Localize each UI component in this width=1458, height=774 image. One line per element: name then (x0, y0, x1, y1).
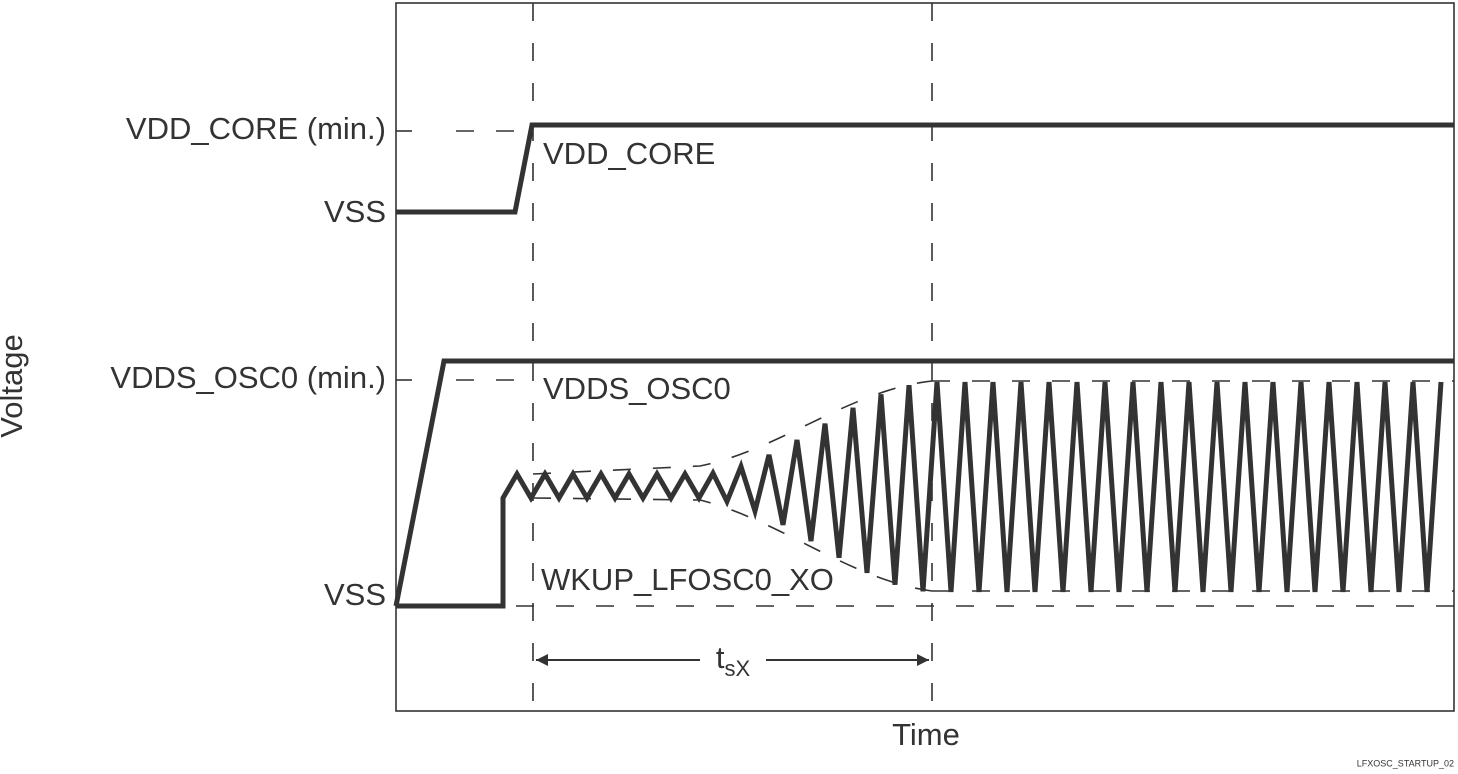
level-label: VSS (324, 577, 386, 612)
signal-label: VDD_CORE (543, 136, 715, 171)
vdd-core-waveform (396, 122, 1454, 215)
envelope-bottom (532, 497, 933, 592)
level-label: VDDS_OSC0 (min.) (110, 360, 386, 395)
level-label: VSS (324, 194, 386, 229)
x-axis-label: Time (892, 717, 960, 752)
figure-id: LFXOSC_STARTUP_02 (1357, 758, 1454, 768)
interval-label: tsX (716, 640, 751, 681)
y-axis-label: Voltage (0, 334, 29, 437)
signal-label: WKUP_LFOSC0_XO (541, 562, 834, 597)
frame (395, 2, 1455, 712)
envelope-top (532, 380, 933, 475)
signal-label: VDDS_OSC0 (543, 371, 731, 406)
oscillator-waveform (396, 381, 1444, 609)
interval-subscript: sX (724, 656, 750, 681)
vdds-osc0-waveform (393, 358, 1454, 607)
interval-symbol: t (716, 640, 725, 675)
level-label: VDD_CORE (min.) (126, 111, 386, 146)
